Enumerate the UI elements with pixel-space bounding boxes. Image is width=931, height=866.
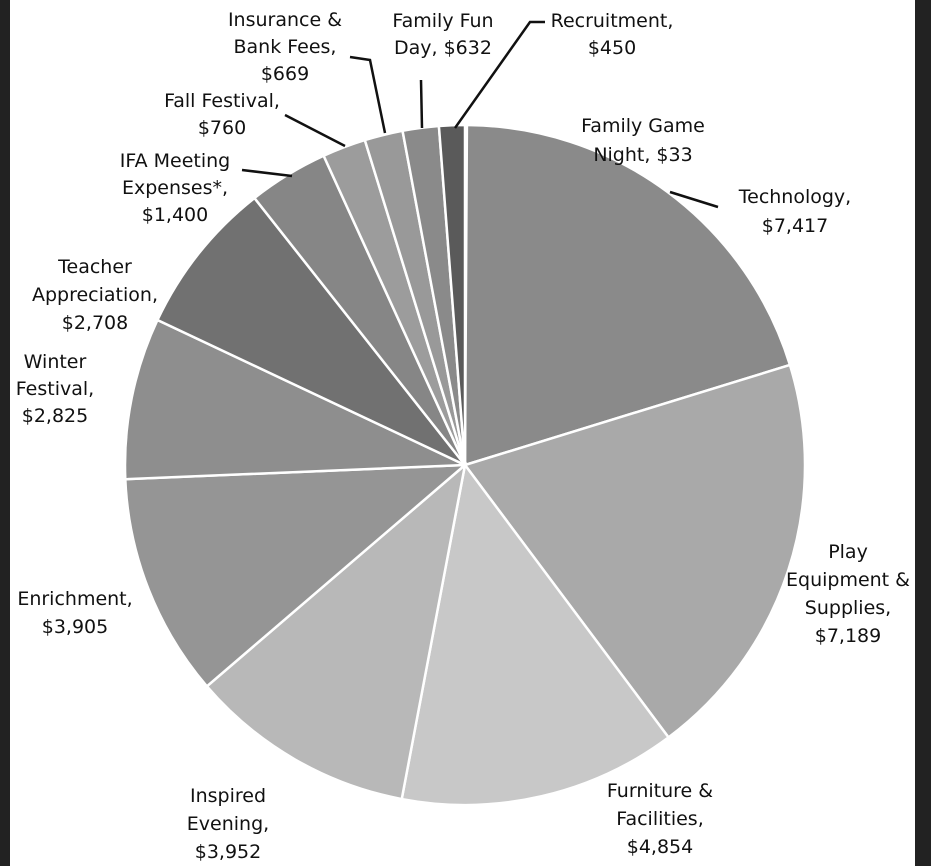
slice-label: Inspired Evening, $3,952 xyxy=(187,785,269,863)
slice-label: Recruitment, $450 xyxy=(551,10,674,59)
slice-label-line: Recruitment, xyxy=(551,10,674,32)
leader-line xyxy=(669,190,719,209)
slice-label: Furniture & Facilities, $4,854 xyxy=(607,780,713,858)
slice-label-line: Technology, xyxy=(738,186,851,208)
pie-slice xyxy=(463,123,792,467)
pie-slice xyxy=(205,461,467,801)
value-label: $632 xyxy=(444,37,492,59)
slice-label-line: Festival, xyxy=(16,378,94,400)
slice-label: Fall Festival, $760 xyxy=(164,90,280,139)
leader-line xyxy=(453,20,545,129)
slice-label-line: Teacher xyxy=(57,256,132,278)
value-label: $2,825 xyxy=(22,405,88,427)
value-label: $450 xyxy=(588,37,636,59)
value-label: $2,708 xyxy=(62,312,128,334)
value-label: $7,189 xyxy=(815,625,881,647)
slice-label: Insurance & Bank Fees, $669 xyxy=(228,9,342,85)
leader-lines xyxy=(241,20,719,209)
pie-slice xyxy=(155,196,466,467)
slice-label-line: Family Game xyxy=(581,115,705,137)
slice-label: Enrichment, $3,905 xyxy=(17,588,132,638)
pie-slice xyxy=(462,363,807,740)
value-label: $1,400 xyxy=(142,204,208,226)
value-label: $4,854 xyxy=(627,836,693,858)
slice-label-line: IFA Meeting xyxy=(120,150,230,172)
slice-label-line: Supplies, xyxy=(805,597,891,619)
pie-slice xyxy=(400,461,671,807)
value-label: $760 xyxy=(198,117,246,139)
leader-line xyxy=(419,79,424,129)
slice-label-line: Insurance & xyxy=(228,9,342,31)
slice-label-line: Night, xyxy=(593,144,650,166)
value-label: $3,905 xyxy=(42,616,108,638)
slice-label: Winter Festival, $2,825 xyxy=(16,351,94,427)
slice-label-line: Enrichment, xyxy=(17,588,132,610)
leader-line xyxy=(241,168,293,178)
pie-slice xyxy=(437,123,467,466)
value-label: $33 xyxy=(656,144,692,166)
slice-label: IFA Meeting Expenses*, $1,400 xyxy=(120,150,230,226)
slice-label-line: Equipment & xyxy=(786,569,910,591)
slice-label-line: Furniture & xyxy=(607,780,713,802)
slice-label: Play Equipment & Supplies, $7,189 xyxy=(786,541,910,647)
slice-label-line: Appreciation, xyxy=(32,284,158,306)
slice-label: Technology, $7,417 xyxy=(738,186,851,237)
frame-left xyxy=(0,0,10,866)
frame-right xyxy=(915,0,931,866)
slice-label-line: Inspired xyxy=(190,785,266,807)
value-label: $7,417 xyxy=(762,215,828,237)
slice-label-line: Fall Festival, xyxy=(164,90,280,112)
leader-line xyxy=(284,113,346,148)
slice-label: Family Game Night, $33 xyxy=(581,115,705,166)
slices xyxy=(123,123,807,807)
slice-label-line: Play xyxy=(828,541,868,563)
slice-label: Teacher Appreciation, $2,708 xyxy=(32,256,158,334)
slice-label-line: Family Fun xyxy=(392,10,493,32)
pie-slice xyxy=(123,318,466,481)
slice-label-line: Day, xyxy=(394,37,438,59)
slice-label-line: Bank Fees, xyxy=(234,36,337,58)
value-label: $669 xyxy=(261,63,309,85)
slice-label-line: Evening, xyxy=(187,813,269,835)
pie-slice xyxy=(123,463,469,689)
value-label: $3,952 xyxy=(195,841,261,863)
leader-line xyxy=(349,55,387,134)
slice-label-line: Expenses*, xyxy=(122,177,228,199)
slice-label-line: Facilities, xyxy=(616,808,703,830)
slice-label: Family Fun Day, $632 xyxy=(392,10,493,59)
slice-label-line: Winter xyxy=(24,351,87,373)
